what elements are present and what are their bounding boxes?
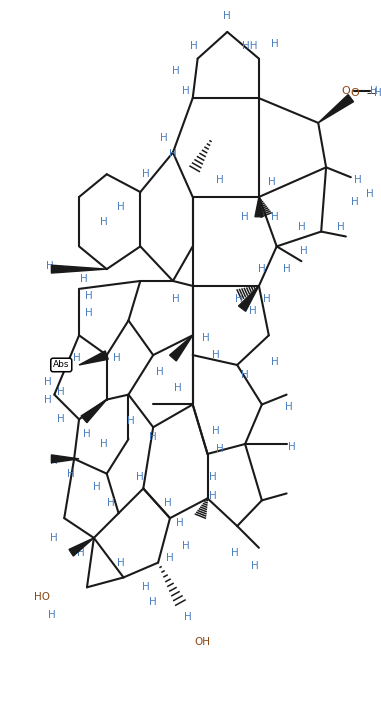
Text: H: H xyxy=(241,370,249,380)
Text: H: H xyxy=(211,350,219,360)
Text: H: H xyxy=(113,353,120,363)
Polygon shape xyxy=(81,399,107,423)
Polygon shape xyxy=(51,455,79,463)
Text: H: H xyxy=(182,541,190,551)
Text: H: H xyxy=(184,612,192,622)
Polygon shape xyxy=(170,336,193,361)
Text: H: H xyxy=(126,416,134,426)
Text: H: H xyxy=(263,294,271,304)
Text: H: H xyxy=(117,558,125,568)
Text: H: H xyxy=(202,334,210,344)
Text: H: H xyxy=(73,353,81,363)
Polygon shape xyxy=(255,197,263,217)
Text: H: H xyxy=(354,175,362,185)
Text: OH: OH xyxy=(195,637,211,647)
Text: H: H xyxy=(258,264,266,274)
Text: H: H xyxy=(271,357,279,367)
Text: H: H xyxy=(211,426,219,436)
Text: H: H xyxy=(223,11,231,21)
Text: H: H xyxy=(271,212,279,222)
Polygon shape xyxy=(51,265,107,273)
Text: H: H xyxy=(337,222,345,231)
Text: Abs: Abs xyxy=(53,360,69,370)
Text: H: H xyxy=(172,294,180,304)
Text: H: H xyxy=(285,402,293,413)
Text: H: H xyxy=(117,202,125,212)
Polygon shape xyxy=(239,286,259,311)
Text: H: H xyxy=(85,307,93,318)
Text: H: H xyxy=(366,189,373,199)
Text: H: H xyxy=(351,197,359,207)
Text: H: H xyxy=(100,217,108,227)
Text: H: H xyxy=(216,444,223,454)
Text: H: H xyxy=(373,88,381,98)
Text: H: H xyxy=(85,291,93,301)
Text: H: H xyxy=(80,274,88,284)
Text: H: H xyxy=(251,560,259,571)
Text: H: H xyxy=(235,294,243,304)
Text: H: H xyxy=(164,498,172,508)
Text: O: O xyxy=(341,86,350,96)
Text: H: H xyxy=(166,552,174,563)
Text: H: H xyxy=(100,439,108,449)
Text: H: H xyxy=(67,468,75,479)
Text: H: H xyxy=(43,394,51,405)
Text: H: H xyxy=(231,547,239,558)
Polygon shape xyxy=(69,538,94,556)
Text: H: H xyxy=(172,67,180,76)
Text: —: — xyxy=(367,88,376,98)
Polygon shape xyxy=(318,94,354,123)
Text: H: H xyxy=(241,212,249,222)
Text: H: H xyxy=(160,133,168,143)
Text: H: H xyxy=(43,377,51,386)
Text: H: H xyxy=(169,149,177,160)
Text: H: H xyxy=(216,175,223,185)
Text: H: H xyxy=(271,39,279,49)
Text: H: H xyxy=(249,306,257,315)
Text: H: H xyxy=(298,222,305,231)
Text: H: H xyxy=(301,247,308,257)
Text: H: H xyxy=(149,597,157,607)
Text: H: H xyxy=(208,492,216,502)
Text: H: H xyxy=(83,429,91,439)
Text: H: H xyxy=(58,414,65,424)
Text: H: H xyxy=(149,432,157,442)
Text: H: H xyxy=(268,177,275,187)
Text: H: H xyxy=(288,442,295,452)
Text: H: H xyxy=(50,456,58,466)
Text: H: H xyxy=(190,41,198,51)
Text: H: H xyxy=(208,472,216,481)
Text: H: H xyxy=(50,533,58,543)
Text: H: H xyxy=(370,86,378,96)
Text: H: H xyxy=(136,472,144,481)
Text: H: H xyxy=(174,383,182,393)
Text: H: H xyxy=(283,264,290,274)
Text: HH: HH xyxy=(242,41,258,51)
Text: H: H xyxy=(156,367,164,377)
Text: H: H xyxy=(142,169,150,179)
Text: O: O xyxy=(351,88,360,98)
Text: H: H xyxy=(48,610,55,620)
Text: H: H xyxy=(182,86,190,96)
Text: H: H xyxy=(58,386,65,397)
Text: H: H xyxy=(77,547,85,558)
Text: HO: HO xyxy=(34,592,50,602)
Text: H: H xyxy=(46,261,53,271)
Polygon shape xyxy=(79,351,108,365)
Text: H: H xyxy=(142,582,150,592)
Text: H: H xyxy=(93,481,101,492)
Text: H: H xyxy=(107,498,115,508)
Text: H: H xyxy=(176,518,184,528)
